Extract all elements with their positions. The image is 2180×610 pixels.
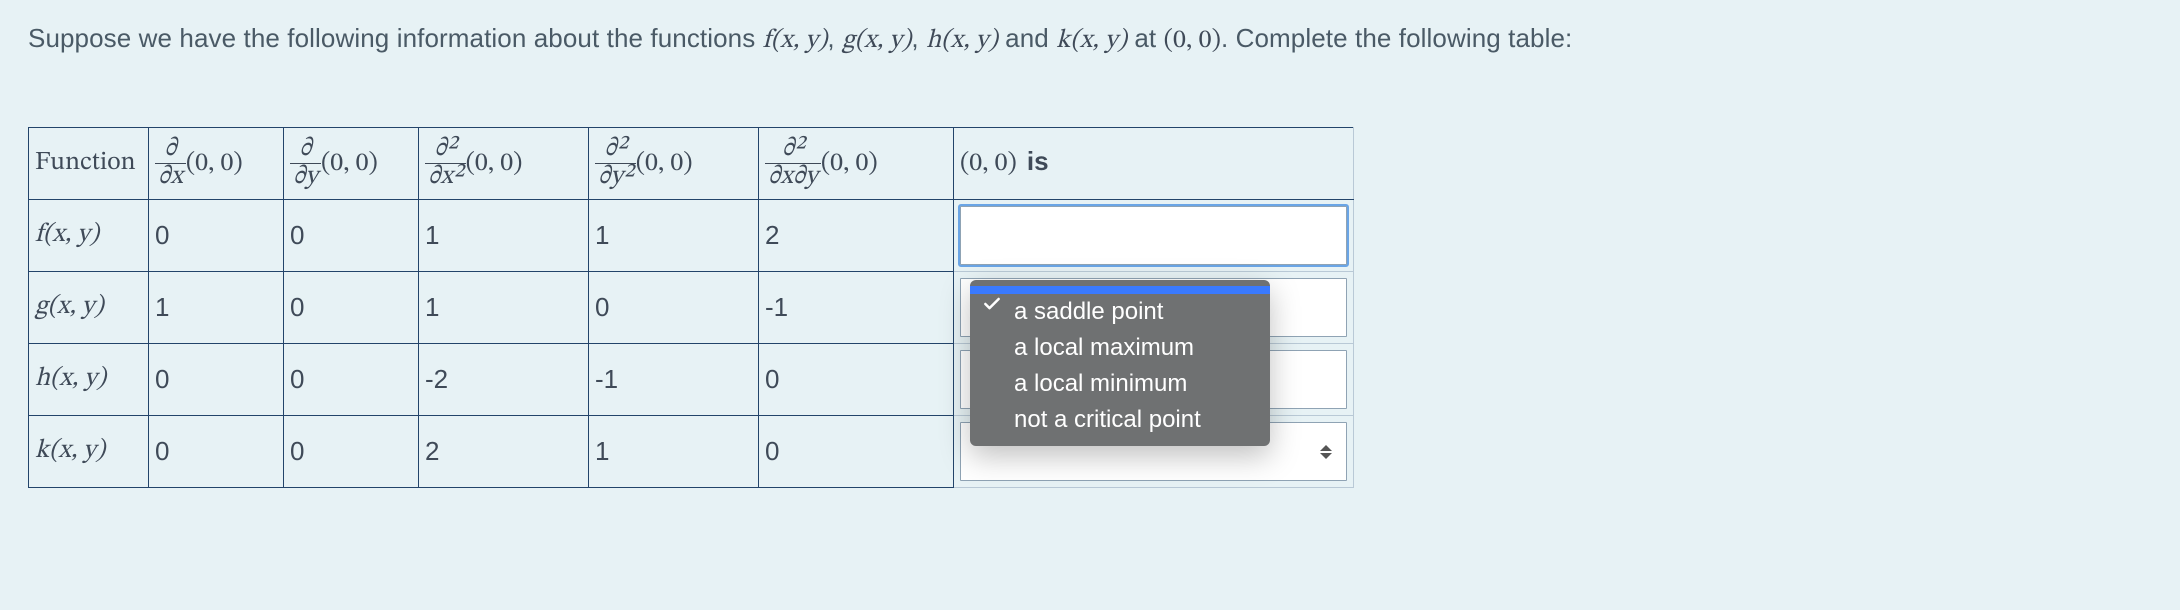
dropdown-option-not-critical[interactable]: not a critical point bbox=[970, 402, 1270, 438]
option-label: a local maximum bbox=[1014, 334, 1194, 361]
table-header-row: Function ∂∂x(0, 0) ∂∂y(0, 0) ∂²∂x²(0, 0)… bbox=[29, 128, 1354, 200]
cell-dy: 0 bbox=[284, 200, 419, 272]
row-name: f(x, y) bbox=[29, 200, 149, 272]
cell-dx: 1 bbox=[149, 272, 284, 344]
row-name: h(x, y) bbox=[29, 344, 149, 416]
row-name: g(x, y) bbox=[29, 272, 149, 344]
col-header-dxx: ∂²∂x²(0, 0) bbox=[419, 128, 589, 200]
col-header-dyy: ∂²∂y²(0, 0) bbox=[589, 128, 759, 200]
dropdown-option-saddle[interactable]: a saddle point bbox=[970, 294, 1270, 330]
intro-fn-g: g(x, y) bbox=[842, 28, 911, 54]
cell-dy: 0 bbox=[284, 344, 419, 416]
col-header-dxy: ∂²∂x∂y(0, 0) bbox=[759, 128, 954, 200]
col-header-is: (0, 0) is bbox=[954, 128, 1354, 200]
cell-dx: 0 bbox=[149, 344, 284, 416]
dropdown-option-blank[interactable] bbox=[970, 286, 1270, 294]
cell-dxx: 1 bbox=[419, 272, 589, 344]
col-header-dx: ∂∂x(0, 0) bbox=[149, 128, 284, 200]
col-header-function: Function bbox=[29, 128, 149, 200]
cell-dx: 0 bbox=[149, 416, 284, 488]
dropdown-option-local-min[interactable]: a local minimum bbox=[970, 366, 1270, 402]
cell-dxy: 0 bbox=[759, 416, 954, 488]
intro-fn-f: f(x, y) bbox=[763, 28, 828, 54]
cell-dxx: 1 bbox=[419, 200, 589, 272]
cell-dyy: 0 bbox=[589, 272, 759, 344]
option-label: a saddle point bbox=[1014, 298, 1163, 325]
option-label: a local minimum bbox=[1014, 370, 1187, 397]
cell-dyy: 1 bbox=[589, 416, 759, 488]
cell-dy: 0 bbox=[284, 416, 419, 488]
chevron-updown-icon bbox=[1318, 445, 1332, 459]
cell-dyy: 1 bbox=[589, 200, 759, 272]
dropdown-menu[interactable]: a saddle point a local maximum a local m… bbox=[970, 280, 1270, 446]
option-label: not a critical point bbox=[1014, 406, 1201, 433]
cell-dxy: -1 bbox=[759, 272, 954, 344]
cell-dxy: 0 bbox=[759, 344, 954, 416]
intro-fn-h: h(x, y) bbox=[926, 28, 998, 54]
col-header-dy: ∂∂y(0, 0) bbox=[284, 128, 419, 200]
dropdown-option-local-max[interactable]: a local maximum bbox=[970, 330, 1270, 366]
intro-pre: Suppose we have the following informatio… bbox=[28, 23, 763, 53]
cell-dy: 0 bbox=[284, 272, 419, 344]
question-prompt: Suppose we have the following informatio… bbox=[28, 20, 2152, 59]
table-row: f(x, y) 0 0 1 1 2 bbox=[29, 200, 1354, 272]
classification-dropdown-f[interactable] bbox=[960, 206, 1347, 265]
cell-dxx: -2 bbox=[419, 344, 589, 416]
intro-point: (0, 0) bbox=[1164, 28, 1221, 54]
cell-dyy: -1 bbox=[589, 344, 759, 416]
cell-dxy: 2 bbox=[759, 200, 954, 272]
cell-dx: 0 bbox=[149, 200, 284, 272]
cell-dxx: 2 bbox=[419, 416, 589, 488]
intro-fn-k: k(x, y) bbox=[1056, 28, 1127, 54]
answer-cell-f bbox=[954, 200, 1354, 272]
row-name: k(x, y) bbox=[29, 416, 149, 488]
